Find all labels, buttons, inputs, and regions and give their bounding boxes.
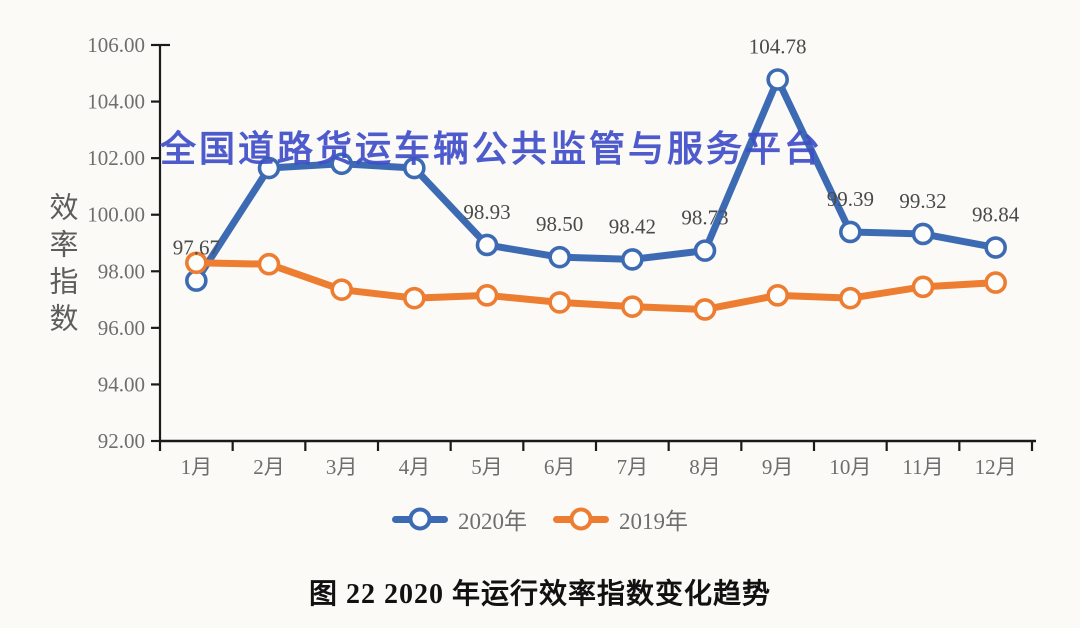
data-point-marker-2019年: [911, 275, 935, 299]
x-tick-label: 7月: [617, 455, 649, 479]
data-label-2020年: 99.32: [899, 189, 946, 213]
x-tick-label: 6月: [544, 455, 576, 479]
legend-circle-icon: [569, 507, 593, 531]
y-tick-label: 104.00: [87, 90, 145, 114]
legend-line-marker-2019: [553, 507, 609, 531]
data-point-marker-2019年: [984, 271, 1007, 294]
chart-legend: 2020年 2019年: [0, 502, 1080, 536]
x-tick-label: 11月: [902, 455, 943, 479]
figure-caption: 图 22 2020 年运行效率指数变化趋势: [308, 579, 771, 610]
data-point-marker-2020年: [475, 233, 499, 257]
legend-label-2020: 2020年: [458, 509, 527, 534]
data-point-marker-2020年: [621, 248, 644, 271]
y-tick-label: 102.00: [87, 146, 145, 170]
x-tick-label: 8月: [689, 455, 721, 479]
legend-circle-icon: [408, 507, 432, 531]
y-tick-label: 98.00: [98, 259, 145, 283]
data-point-marker-2020年: [766, 68, 789, 91]
x-tick-label: 9月: [762, 455, 794, 479]
legend-item-2020: 2020年: [392, 502, 527, 536]
y-tick-label: 96.00: [98, 316, 145, 340]
y-axis-title: 效率指数: [45, 192, 77, 340]
data-label-2020年: 104.78: [749, 35, 807, 59]
data-point-marker-2019年: [185, 251, 208, 275]
data-label-2020年: 98.73: [681, 206, 728, 230]
x-tick-label: 3月: [326, 455, 358, 479]
data-point-marker-2019年: [475, 284, 499, 307]
data-label-2020年: 98.42: [609, 214, 656, 238]
data-point-marker-2019年: [766, 284, 789, 307]
x-tick-label: 2月: [253, 455, 285, 479]
data-label-2020年: 98.84: [972, 203, 1020, 227]
data-point-marker-2020年: [911, 222, 935, 246]
x-tick-label: 1月: [181, 455, 213, 479]
data-point-marker-2020年: [984, 236, 1007, 259]
x-tick-label: 5月: [471, 455, 503, 479]
y-tick-label: 94.00: [98, 372, 145, 396]
data-label-2020年: 97.67: [173, 236, 220, 260]
line-2020年: [192, 76, 1000, 285]
data-point-marker-2019年: [693, 298, 717, 321]
data-point-marker-2019年: [403, 286, 426, 310]
data-point-marker-2020年: [548, 245, 571, 269]
line-2019年: [192, 259, 1000, 313]
data-point-marker-2019年: [330, 278, 353, 301]
data-label-2020年: 98.93: [463, 200, 510, 224]
legend-label-2019: 2019年: [619, 509, 688, 534]
data-point-marker-2019年: [839, 286, 862, 310]
y-tick-label: 100.00: [87, 203, 145, 227]
data-point-marker-2019年: [548, 291, 571, 314]
efficiency-line-chart: 92.00 94.00 96.00 98.00 100.00 102.00 104.00 10…: [87, 33, 1036, 479]
data-point-marker-2020年: [330, 152, 353, 176]
y-tick-label: 92.00: [98, 429, 145, 453]
x-tick-label: 10月: [829, 455, 871, 479]
x-tick-label: 4月: [399, 455, 431, 479]
data-point-marker-2020年: [693, 239, 717, 262]
data-point-marker-2019年: [621, 295, 644, 318]
data-label-2020年: 99.39: [827, 187, 874, 211]
x-tick-label: 12月: [975, 455, 1017, 479]
data-point-marker-2020年: [403, 156, 426, 180]
data-point-marker-2019年: [257, 252, 281, 276]
data-label-2020年: 98.50: [536, 212, 583, 236]
data-point-marker-2020年: [839, 220, 862, 244]
legend-line-marker-2020: [392, 507, 448, 531]
legend-item-2019: 2019年: [553, 502, 688, 536]
data-point-marker-2020年: [257, 156, 281, 180]
y-tick-label: 106.00: [87, 33, 145, 57]
